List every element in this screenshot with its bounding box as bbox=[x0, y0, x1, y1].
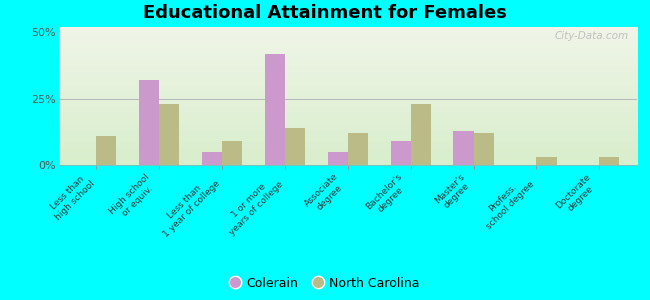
Bar bbox=[222, 141, 242, 165]
Text: City-Data.com: City-Data.com bbox=[554, 31, 629, 41]
Bar bbox=[159, 104, 179, 165]
Bar bbox=[285, 128, 305, 165]
Bar bbox=[536, 157, 556, 165]
Bar bbox=[411, 104, 431, 165]
Bar bbox=[328, 152, 348, 165]
Bar bbox=[391, 141, 411, 165]
Text: Educational Attainment for Females: Educational Attainment for Females bbox=[143, 4, 507, 22]
Legend: Colerain, North Carolina: Colerain, North Carolina bbox=[225, 272, 425, 295]
Bar bbox=[454, 130, 473, 165]
Bar bbox=[96, 136, 116, 165]
Bar bbox=[473, 133, 493, 165]
Bar bbox=[599, 157, 619, 165]
Bar bbox=[139, 80, 159, 165]
Bar bbox=[348, 133, 368, 165]
Bar bbox=[265, 53, 285, 165]
Bar bbox=[202, 152, 222, 165]
